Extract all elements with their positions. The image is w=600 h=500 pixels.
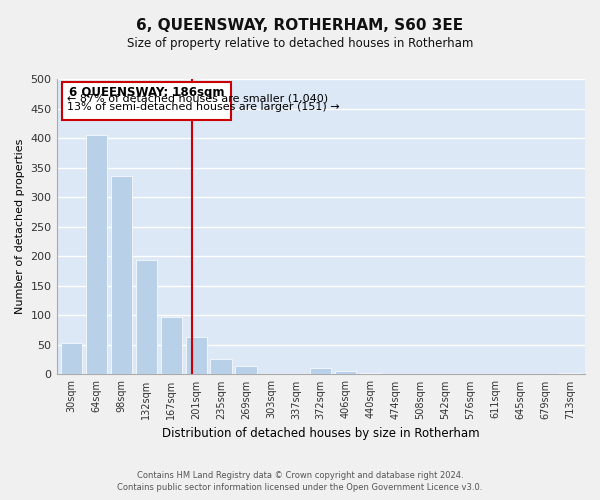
Bar	[335, 372, 356, 374]
Text: Size of property relative to detached houses in Rotherham: Size of property relative to detached ho…	[127, 38, 473, 51]
Bar	[185, 337, 207, 374]
Bar	[559, 372, 581, 374]
Bar	[211, 359, 232, 374]
Text: ← 87% of detached houses are smaller (1,040): ← 87% of detached houses are smaller (1,…	[67, 93, 328, 103]
Bar	[310, 368, 331, 374]
Bar	[161, 316, 182, 374]
Bar	[360, 372, 381, 374]
Text: 6, QUEENSWAY, ROTHERHAM, S60 3EE: 6, QUEENSWAY, ROTHERHAM, S60 3EE	[136, 18, 464, 32]
Text: 6 QUEENSWAY: 186sqm: 6 QUEENSWAY: 186sqm	[68, 86, 224, 99]
Bar	[136, 260, 157, 374]
Bar	[86, 134, 107, 374]
Text: Contains public sector information licensed under the Open Government Licence v3: Contains public sector information licen…	[118, 484, 482, 492]
Bar	[235, 366, 257, 374]
Text: Contains HM Land Registry data © Crown copyright and database right 2024.: Contains HM Land Registry data © Crown c…	[137, 471, 463, 480]
Bar	[111, 176, 132, 374]
X-axis label: Distribution of detached houses by size in Rotherham: Distribution of detached houses by size …	[162, 427, 479, 440]
Y-axis label: Number of detached properties: Number of detached properties	[15, 139, 25, 314]
Bar	[62, 82, 231, 120]
Bar	[61, 343, 82, 374]
Text: 13% of semi-detached houses are larger (151) →: 13% of semi-detached houses are larger (…	[67, 102, 339, 112]
